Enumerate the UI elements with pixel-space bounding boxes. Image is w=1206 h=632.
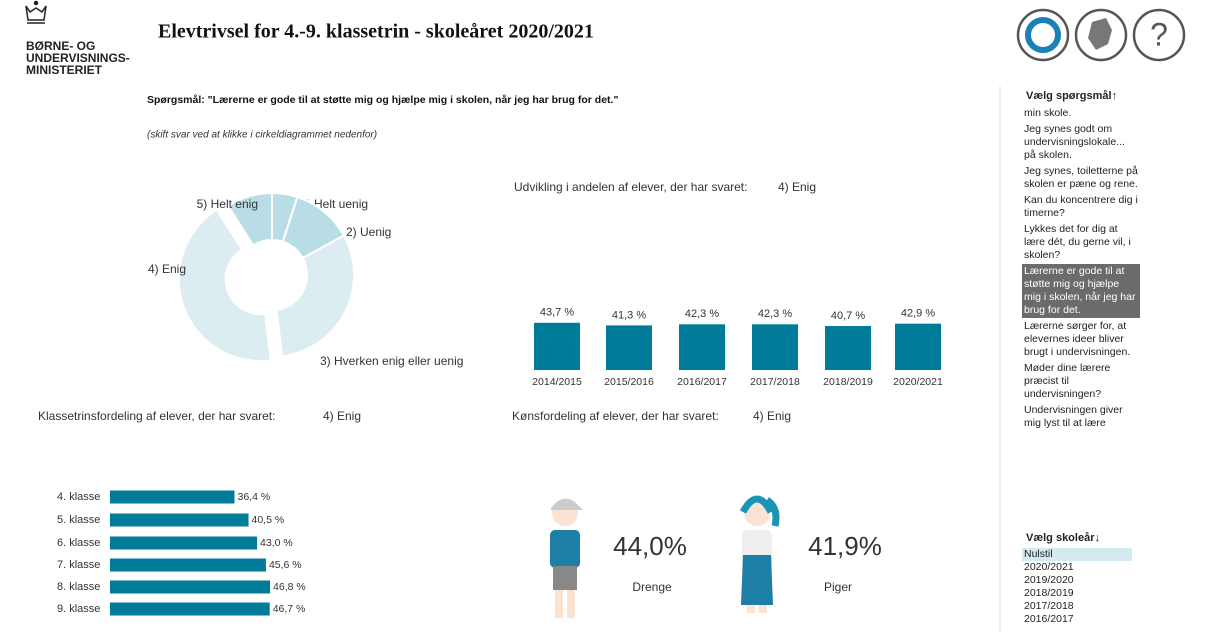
year-item[interactable]: 2017/2018 [1024, 600, 1074, 612]
value-label: 36,4 % [237, 491, 270, 503]
logo-text: BØRNE- OG [26, 39, 95, 53]
bar [679, 324, 725, 370]
leg-left [747, 605, 755, 613]
refresh-button[interactable] [1016, 8, 1070, 62]
bar [110, 558, 266, 572]
gender-label: Drenge [632, 580, 672, 594]
chart-title: Klassetrinsfordeling af elever, der har … [38, 409, 275, 423]
svg-text:?: ? [1150, 16, 1168, 52]
y-tick-label: 4. klasse [57, 491, 100, 503]
boy-icon [550, 498, 583, 618]
question-item[interactable]: Jeg synes godt om undervisningslokale...… [1024, 123, 1125, 161]
y-tick-label: 5. klasse [57, 514, 100, 526]
gender-value: 44,0% [613, 531, 687, 561]
bar [110, 513, 249, 527]
x-tick-label: 2017/2018 [750, 376, 800, 388]
year-list[interactable]: Nulstil 2020/2021 2019/2020 2018/2019 2017/2… [1022, 548, 1132, 632]
year-item[interactable]: 2016/2017 [1024, 613, 1074, 625]
question-heading: Vælg spørgsmål↑ [1026, 90, 1118, 102]
year-heading: Vælg skoleår↓ [1026, 532, 1100, 544]
x-tick-label: 2018/2019 [823, 376, 873, 388]
value-label: 41,3 % [612, 309, 646, 321]
x-tick-label: 2016/2017 [677, 376, 727, 388]
leg-left [555, 590, 563, 618]
gender-value: 41,9% [808, 531, 882, 561]
page-title: Elevtrivsel for 4.-9. klassetrin - skole… [158, 21, 594, 43]
gender-label: Piger [824, 580, 852, 594]
value-label: 42,3 % [685, 308, 719, 320]
question-item[interactable]: Kan du koncentrere dig i timerne? [1024, 194, 1138, 219]
value-label: 40,7 % [831, 310, 865, 322]
question-item[interactable]: Lykkes det for dig at lære dét, du gerne… [1024, 223, 1131, 261]
slice-label: 5) Helt enig [197, 197, 258, 211]
y-tick-label: 7. klasse [57, 559, 100, 571]
y-tick-label: 6. klasse [57, 537, 100, 549]
value-label: 43,0 % [260, 537, 293, 549]
bar [110, 536, 258, 550]
legs [553, 566, 577, 590]
value-label: 45,6 % [269, 559, 302, 571]
bar [606, 325, 652, 370]
question-item[interactable]: Undervisningen giver mig lyst til at lær… [1024, 404, 1123, 429]
question-item[interactable]: Lærerne sørger for, at elevernes ideer b… [1024, 320, 1131, 358]
question: Spørgsmål: "Lærerne er gode til at støtt… [147, 94, 618, 106]
x-tick-label: 2014/2015 [532, 376, 582, 388]
chart-title: Udvikling i andelen af elever, der har s… [514, 180, 747, 194]
year-item[interactable]: 2020/2021 [1024, 561, 1074, 573]
year-item[interactable]: 2018/2019 [1024, 587, 1074, 599]
question-item[interactable]: Møder dine lærere præcist til undervisni… [1024, 362, 1111, 400]
y-tick-label: 8. klasse [57, 581, 100, 593]
question-item[interactable]: Lærerne er gode til at støtte mig og hjæ… [1022, 264, 1140, 318]
value-label: 42,9 % [901, 308, 935, 320]
year-item[interactable]: 2019/2020 [1024, 574, 1074, 586]
slice-label: 2) Uenig [346, 225, 391, 239]
x-tick-label: 2020/2021 [893, 376, 943, 388]
chart-subtitle: 4) Enig [778, 180, 816, 194]
question-item[interactable]: min skole. [1024, 107, 1072, 119]
logo-text: MINISTERIET [26, 63, 103, 77]
bar [110, 602, 270, 616]
value-label: 42,3 % [758, 308, 792, 320]
y-tick-label: 9. klasse [57, 603, 100, 615]
hint: (skift svar ved at klikke i cirkeldiagra… [147, 130, 377, 141]
donut-slice[interactable] [226, 191, 273, 247]
legs [741, 555, 773, 605]
bar [534, 322, 580, 370]
value-label: 46,8 % [273, 581, 306, 593]
hair [551, 498, 583, 510]
girl-icon [739, 495, 780, 613]
chart-title: Kønsfordeling af elever, der har svaret: [512, 409, 719, 423]
leg-right [759, 605, 767, 613]
value-label: 40,5 % [252, 514, 285, 526]
value-label: 46,7 % [273, 603, 306, 615]
question-item[interactable]: Jeg synes, toiletterne på skolen er pæne… [1024, 165, 1138, 190]
donut-slice[interactable] [177, 208, 273, 363]
logo-crown [25, 0, 47, 24]
body [550, 530, 580, 568]
x-tick-label: 2015/2016 [604, 376, 654, 388]
reset-button[interactable]: Nulstil [1022, 548, 1132, 561]
bar [110, 490, 235, 504]
donut-slice[interactable] [275, 234, 355, 358]
bar [110, 580, 271, 594]
leg-right [567, 590, 575, 618]
chart-subtitle: 4) Enig [323, 409, 361, 423]
chart-subtitle: 4) Enig [753, 409, 791, 423]
hair [739, 495, 780, 527]
question-list[interactable]: min skole. Jeg synes godt om undervisning… [1022, 106, 1140, 490]
logo-text: UNDERVISNINGS- [26, 51, 130, 65]
bar [895, 323, 941, 370]
slice-label: 3) Hverken enig eller uenig [320, 354, 463, 368]
bar [752, 324, 798, 370]
map-button[interactable] [1074, 8, 1128, 62]
bar [825, 326, 871, 370]
slice-label: 4) Enig [148, 262, 186, 276]
help-button[interactable]: ? [1132, 8, 1186, 62]
value-label: 43,7 % [540, 307, 574, 319]
